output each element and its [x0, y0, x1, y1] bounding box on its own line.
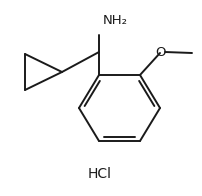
Text: HCl: HCl [88, 167, 112, 181]
Text: NH₂: NH₂ [102, 14, 127, 26]
Text: O: O [155, 45, 165, 58]
